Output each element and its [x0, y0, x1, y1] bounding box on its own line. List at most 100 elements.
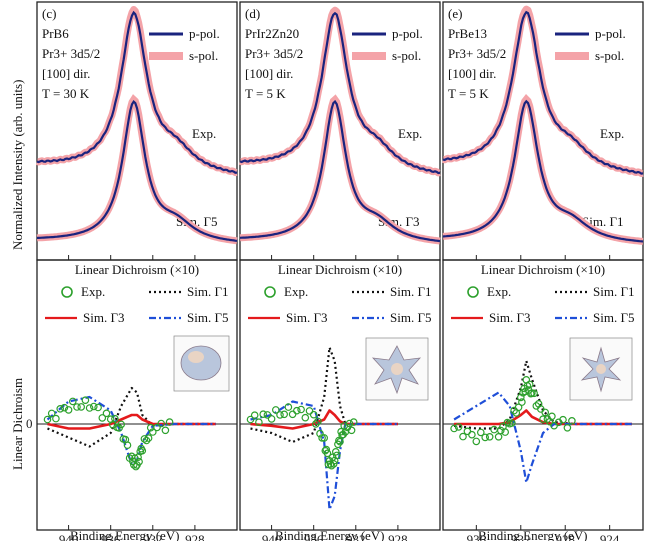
ld-exp-point	[472, 437, 481, 446]
ld-sim-g1-curve	[453, 359, 632, 430]
legend-label: Exp.	[284, 284, 308, 299]
legend-marker-exp	[264, 286, 276, 298]
panel-d-compound: PrIr2Zn20	[245, 26, 299, 41]
legend-label: Sim. Γ1	[593, 284, 634, 299]
ld-exp-point	[336, 437, 344, 446]
legend-label: Sim. Γ1	[390, 284, 431, 299]
ld-exp-point	[102, 409, 111, 418]
ld-exp-point	[135, 457, 143, 466]
ld-exp-point	[541, 408, 550, 417]
x-tick-label: 928	[555, 532, 575, 541]
ld-sim-g1-curve	[250, 346, 398, 444]
legend-label: s-pol.	[189, 48, 218, 63]
ld-exp-point	[539, 415, 547, 424]
legend-label: s-pol.	[595, 48, 624, 63]
ld-exp-point	[161, 426, 170, 435]
zero-tick-label: 0	[26, 416, 33, 431]
ld-exp-point	[246, 415, 255, 424]
dichroism-legend-title: Linear Dichroism (×10)	[481, 262, 605, 277]
ld-exp-point	[548, 412, 556, 421]
panel-d-exp-label: Exp.	[398, 126, 422, 141]
panel-frames	[36, 1, 644, 531]
legend-label: p-pol.	[595, 26, 626, 41]
y-axis-label-bottom: Linear Dichroism	[10, 378, 25, 470]
panel-d-bottom-frame	[239, 259, 441, 531]
legend-label: s-pol.	[392, 48, 421, 63]
x-ticks: 940 936 932 928 940 936 932 928 936 932 928 924	[59, 255, 620, 541]
ld-exp-point	[314, 417, 322, 426]
ld-exp-point	[255, 418, 263, 427]
ld-exp-point	[559, 415, 567, 424]
ld-exp-point	[56, 404, 65, 413]
ld-exp-point	[318, 434, 326, 442]
x-tick-label: 932	[346, 532, 366, 541]
ld-exp-point	[284, 403, 293, 411]
x-tick-label: 932	[511, 532, 531, 541]
ld-exp-point	[52, 414, 60, 423]
orbital-highlight-d	[391, 363, 403, 375]
ld-exp-point	[259, 410, 268, 419]
ld-exp-point	[288, 410, 297, 419]
dichroism-legend-title: Linear Dichroism (×10)	[75, 262, 199, 277]
y-axis-label-top: Normalized Intensity (arb. units)	[10, 80, 25, 250]
ld-exp-point	[138, 446, 147, 455]
p-pol-sim-curve	[37, 100, 238, 242]
x-tick-label: 936	[304, 532, 324, 541]
x-tick-label: 936	[101, 532, 121, 541]
ld-exp-point	[305, 407, 314, 415]
ld-exp-point	[149, 428, 157, 436]
panel-c-exp-label: Exp.	[192, 126, 216, 141]
orbital-inset-c	[173, 335, 230, 392]
x-tick-label: 940	[262, 532, 282, 541]
p-pol-sim-curve	[442, 99, 644, 243]
x-tick-label: 936	[467, 532, 487, 541]
orbital-highlight-e	[596, 364, 606, 374]
ld-exp-point	[157, 419, 166, 428]
ld-exp-point	[250, 411, 259, 420]
x-tick-label: 928	[388, 532, 408, 541]
panel-d-temperature: T = 5 K	[245, 86, 286, 101]
ld-exp-point	[142, 436, 151, 445]
ld-exp-point	[335, 436, 343, 445]
ld-exp-point	[494, 432, 503, 441]
legend-label: Sim. Γ3	[489, 310, 530, 325]
ld-exp-point	[111, 414, 119, 423]
ld-exp-point	[481, 433, 490, 442]
ld-exp-point	[73, 403, 81, 411]
p-pol-exp-curve	[442, 10, 644, 175]
ld-sim-g5-curve	[250, 400, 398, 511]
orbital-inset-d	[365, 337, 429, 401]
panel-c-bottom-frame	[36, 259, 238, 531]
legend-label: Exp.	[487, 284, 511, 299]
panel-e-bottom-frame	[442, 259, 644, 531]
legend-label: p-pol.	[392, 26, 423, 41]
panel-e-temperature: T = 5 K	[448, 86, 489, 101]
p-pol-exp-curve	[36, 10, 238, 174]
ld-exp-point	[349, 418, 358, 426]
ld-exp-point	[90, 402, 98, 411]
ld-exp-point	[276, 411, 284, 419]
ld-exp-point	[516, 393, 525, 402]
legend-label: Sim. Γ3	[286, 310, 327, 325]
curves	[35, 5, 645, 511]
ld-exp-point	[85, 404, 94, 412]
panel-e-annotations: (e) PrBe13 Pr3+ 3d5/2 [100] dir. T = 5 K…	[448, 6, 624, 229]
ld-sim-g3-curve	[47, 413, 216, 430]
ld-exp-point	[263, 411, 272, 419]
ld-exp-point	[60, 403, 69, 412]
ld-exp-point	[271, 406, 280, 414]
ld-exp-point	[316, 429, 324, 438]
ld-exp-point	[144, 434, 153, 442]
x-tick-label: 924	[600, 532, 620, 541]
x-tick-label: 932	[143, 532, 163, 541]
panel-d-ion: Pr3+ 3d5/2	[245, 46, 303, 61]
ld-exp-point	[322, 445, 331, 454]
ld-exp-point	[459, 432, 467, 441]
ld-exp-point	[81, 396, 90, 405]
dichroism-legend-title: Linear Dichroism (×10)	[278, 262, 402, 277]
ld-exp-point	[117, 420, 126, 429]
legend-label: Sim. Γ5	[187, 310, 228, 325]
ld-exp-point	[496, 426, 505, 435]
ld-exp-point	[501, 428, 510, 436]
ld-exp-point	[329, 460, 338, 468]
